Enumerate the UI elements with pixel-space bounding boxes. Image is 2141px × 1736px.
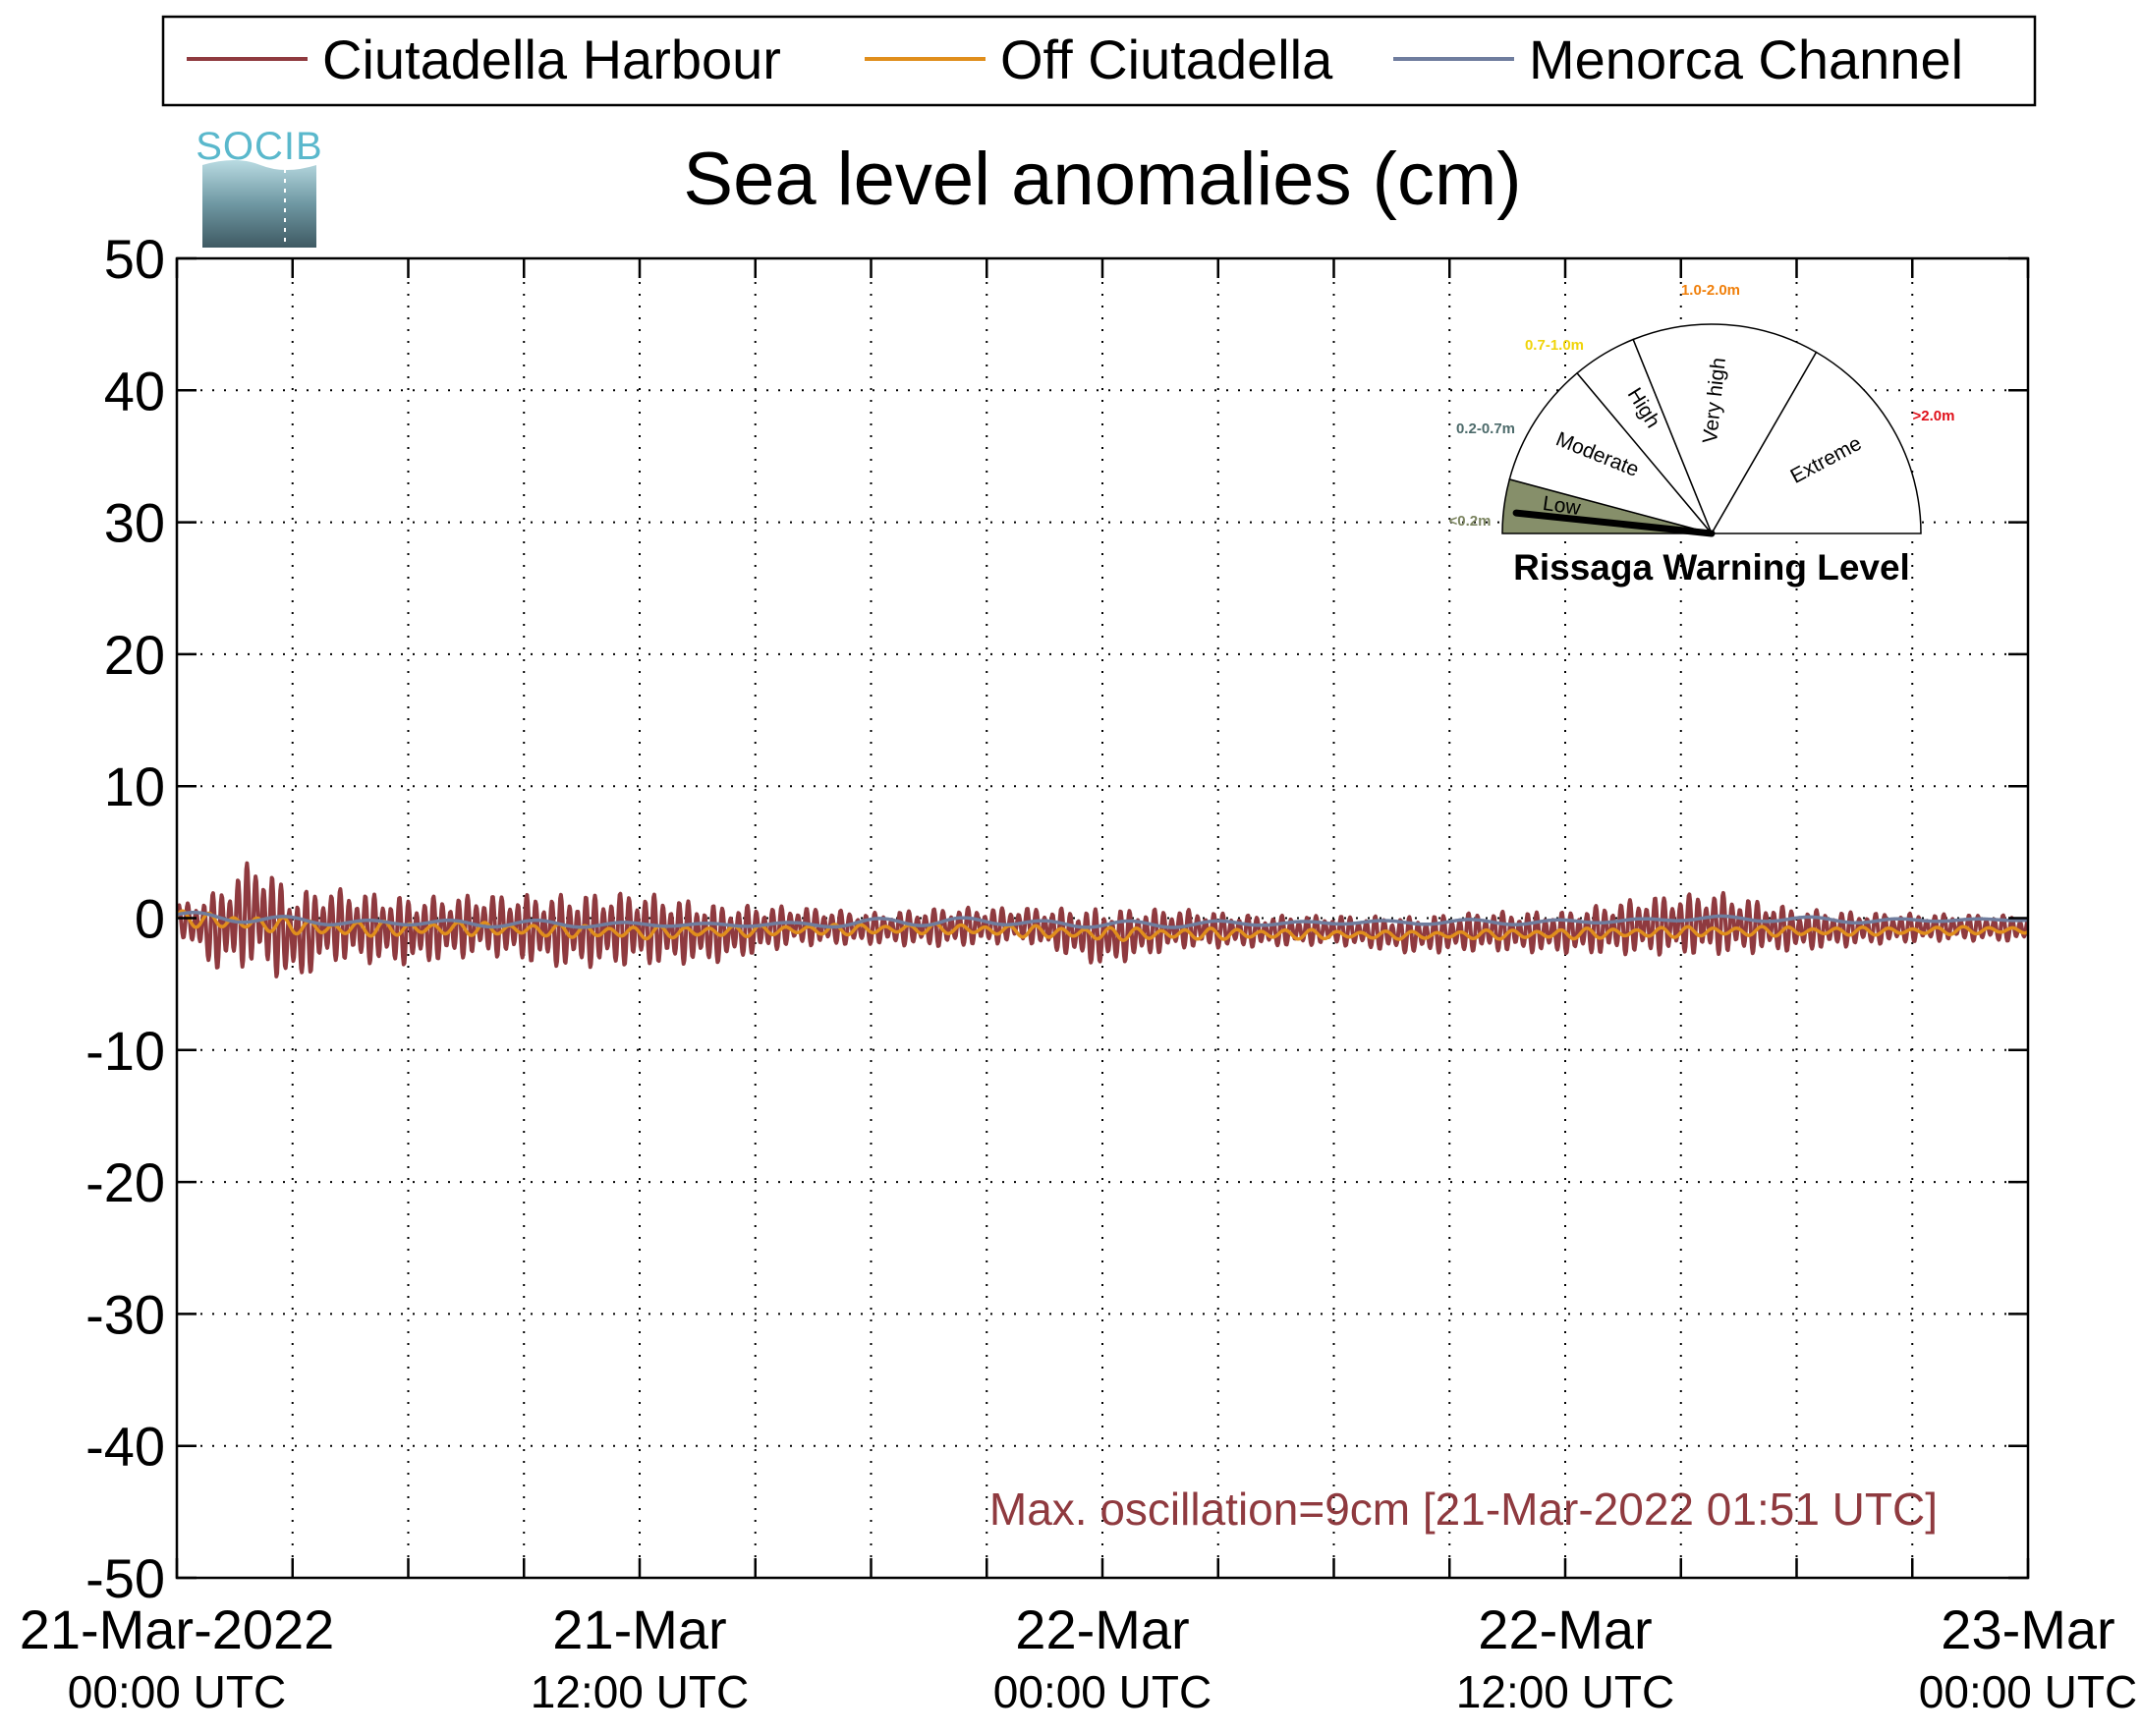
max-oscillation-annotation: Max. oscillation=9cm [21-Mar-2022 01:51 … [989,1484,1938,1535]
y-tick-label: 30 [104,492,165,554]
gauge-title: Rissaga Warning Level [1513,547,1910,588]
series-line-menorca-channel [177,911,2028,929]
legend-label-off-ciutadella: Off Ciutadella [1000,28,1333,90]
x-tick-label-time: 12:00 UTC [531,1666,749,1717]
y-tick-labels: 50 40 30 20 10 0 -10 -20 -30 -40 -50 [85,228,165,1609]
x-tick-labels: 21-Mar-2022 00:00 UTC 21-Mar 12:00 UTC 22-Ma… [20,1598,2138,1717]
legend-label-menorca-channel: Menorca Channel [1529,28,1963,90]
y-tick-label: -50 [85,1547,165,1609]
y-tick-label: -30 [85,1283,165,1345]
x-tick-label-date: 23-Mar [1941,1598,2114,1660]
axis-ticks [175,256,2030,1580]
gauge-range-label: >2.0m [1913,408,1955,424]
y-tick-label: -10 [85,1020,165,1082]
y-tick-label: 10 [104,756,165,817]
gauge-segment-very-high [1632,323,1818,535]
y-tick-label: -40 [85,1416,165,1478]
x-tick-label-date: 22-Mar [1015,1598,1189,1660]
gauge-range-label: 0.7-1.0m [1525,337,1584,354]
gauge-needle [1512,509,1716,537]
y-tick-label: -20 [85,1151,165,1213]
logo-text: SOCIB [196,125,322,168]
legend-box [161,15,2037,107]
gauge-range-label: 1.0-2.0m [1681,282,1740,299]
gauge-segment-extreme [1710,351,1922,534]
y-tick-label: 40 [104,360,165,421]
logo-wave-shape [202,160,316,248]
x-tick-label-date: 22-Mar [1478,1598,1652,1660]
gauge-ranges: <0.2m 0.2-0.7m 0.7-1.0m 1.0-2.0m >2.0m [1449,282,1955,530]
gauge-range-label: <0.2m [1449,513,1492,530]
legend-label-ciutadella-harbour: Ciutadella Harbour [322,28,781,90]
series-line-off-ciutadella [177,909,2028,942]
x-tick-label-time: 00:00 UTC [1919,1666,2137,1717]
y-tick-label: 50 [104,228,165,290]
gauge-segment-moderate [1508,371,1715,535]
x-tick-label-time: 12:00 UTC [1456,1666,1674,1717]
x-tick-label-time: 00:00 UTC [68,1666,286,1717]
y-tick-label: 0 [135,888,165,950]
chart-title: Sea level anomalies (cm) [683,138,1521,221]
x-tick-label-date: 21-Mar-2022 [20,1598,335,1660]
legend: Ciutadella Harbour Off Ciutadella Menorc… [161,15,2037,107]
socib-logo: SOCIB [196,125,322,248]
x-tick-label-time: 00:00 UTC [993,1666,1211,1717]
y-tick-label: 20 [104,624,165,686]
x-tick-label-date: 21-Mar [552,1598,726,1660]
gauge-range-label: 0.2-0.7m [1456,420,1515,437]
series-lines [177,861,2028,979]
